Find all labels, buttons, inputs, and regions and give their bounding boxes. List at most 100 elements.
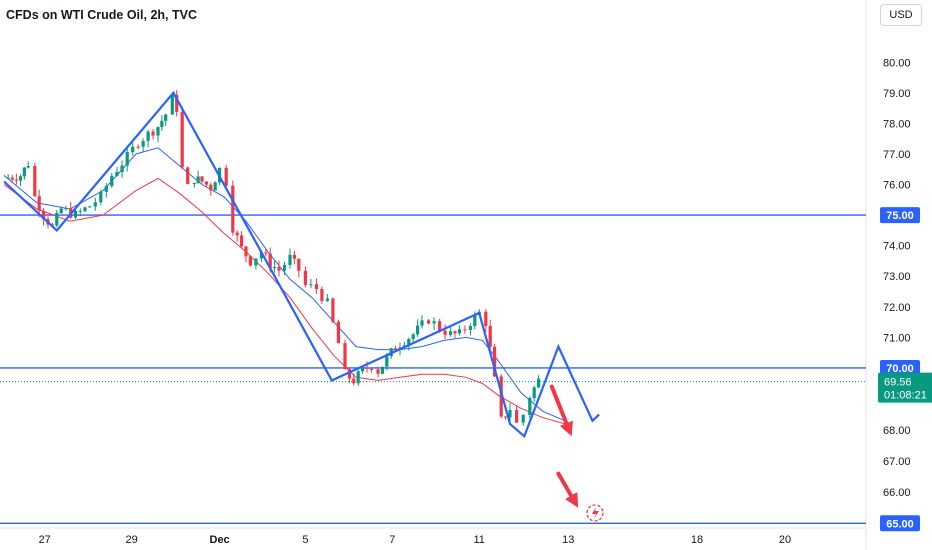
y-tick-label: 80.00	[883, 57, 911, 69]
x-tick-label: 29	[125, 534, 137, 546]
candle-body	[248, 256, 252, 266]
candle-body	[186, 167, 190, 185]
candle-body	[235, 232, 239, 236]
candle-body	[26, 165, 30, 168]
y-tick-label: 66.00	[883, 487, 911, 499]
candle-body	[120, 165, 124, 173]
candle-body	[6, 177, 10, 179]
x-tick-label: 7	[389, 534, 395, 546]
candle-body	[37, 196, 41, 211]
candle-body	[484, 311, 488, 326]
candle-body	[55, 212, 59, 226]
candle-body	[78, 210, 82, 212]
candle-body	[411, 334, 415, 340]
level-label-badge	[880, 359, 920, 376]
candle-body	[343, 343, 347, 370]
bar-countdown: 01:08:21	[884, 390, 927, 402]
ma-fast-line	[3, 147, 566, 422]
candle-body	[385, 356, 389, 367]
candle-body	[151, 131, 155, 136]
candle-body	[427, 320, 431, 324]
candle-body	[99, 191, 103, 203]
candle-body	[314, 284, 318, 290]
candle-body	[292, 254, 296, 259]
candle-body	[336, 321, 340, 344]
candle-body	[213, 182, 217, 191]
candle-body	[493, 346, 497, 377]
level-label-badge	[880, 515, 920, 532]
candle-body	[268, 253, 272, 269]
candle-body	[244, 246, 248, 257]
x-tick-label: 27	[39, 534, 51, 546]
candle-body	[528, 397, 532, 415]
candle-body	[175, 94, 179, 112]
candle-body	[277, 267, 281, 271]
candle-body	[10, 177, 14, 180]
candle-body	[309, 284, 313, 286]
candle-body	[508, 410, 512, 418]
candle-body	[365, 367, 369, 369]
candle-body	[453, 331, 457, 334]
y-tick-label: 76.00	[883, 180, 911, 192]
candle-body	[347, 369, 351, 379]
candle-body	[532, 387, 536, 398]
candle-body	[432, 321, 436, 324]
candle-body	[457, 329, 461, 334]
y-tick-label: 73.00	[883, 271, 911, 283]
chart-title: CFDs on WTI Crude Oil, 2h, TVC	[6, 8, 197, 22]
y-tick-label: 77.00	[883, 149, 911, 161]
candle-body	[146, 131, 150, 141]
candle-body	[420, 320, 424, 326]
candle-body	[104, 186, 108, 192]
candle-body	[352, 378, 356, 384]
candle-body	[521, 414, 525, 423]
x-tick-label: 5	[302, 534, 308, 546]
candle-body	[407, 339, 411, 346]
candle-body	[131, 146, 135, 153]
y-tick-label: 79.00	[883, 88, 911, 100]
candle-body	[463, 329, 467, 331]
candle-body	[88, 206, 92, 208]
y-tick-label: 71.00	[883, 332, 911, 344]
forecast-arrow-shaft	[549, 384, 569, 426]
candle-body	[164, 114, 168, 121]
last-price-badge	[878, 372, 932, 403]
candle-body	[42, 210, 46, 220]
last-price-value: 69.56	[884, 377, 912, 389]
candle-body	[416, 325, 420, 335]
candle-body	[449, 331, 453, 335]
candle-body	[254, 258, 258, 266]
projection-path	[3, 90, 600, 439]
candle-body	[376, 369, 380, 374]
candle-body	[356, 371, 360, 384]
candle-body	[320, 289, 324, 301]
candle-body	[504, 416, 508, 418]
level-label: 75.00	[886, 210, 914, 222]
currency-button[interactable]: USD	[880, 4, 922, 26]
candle-body	[83, 207, 87, 211]
candle-body	[136, 146, 140, 148]
candle-body	[297, 258, 301, 271]
forecast-arrow-shaft	[556, 471, 574, 498]
level-label: 70.00	[886, 363, 914, 375]
y-tick-label: 67.00	[883, 456, 911, 468]
x-tick-label: 11	[473, 534, 484, 546]
candle-body	[192, 182, 196, 185]
x-tick-label: 18	[691, 534, 703, 546]
candle-body	[33, 165, 37, 197]
candle-body	[443, 330, 447, 335]
candle-body	[200, 176, 204, 182]
candle-body	[93, 202, 97, 207]
ma-slow-line	[3, 177, 566, 425]
candle-body	[196, 176, 200, 183]
candle-body	[59, 208, 63, 213]
candle-body	[110, 175, 114, 187]
level-label-badge	[880, 207, 920, 224]
candle-body	[331, 298, 335, 322]
candle-body	[325, 298, 329, 301]
y-tick-label: 78.00	[883, 118, 911, 130]
candle-body	[369, 368, 373, 370]
candle-body	[170, 94, 174, 115]
